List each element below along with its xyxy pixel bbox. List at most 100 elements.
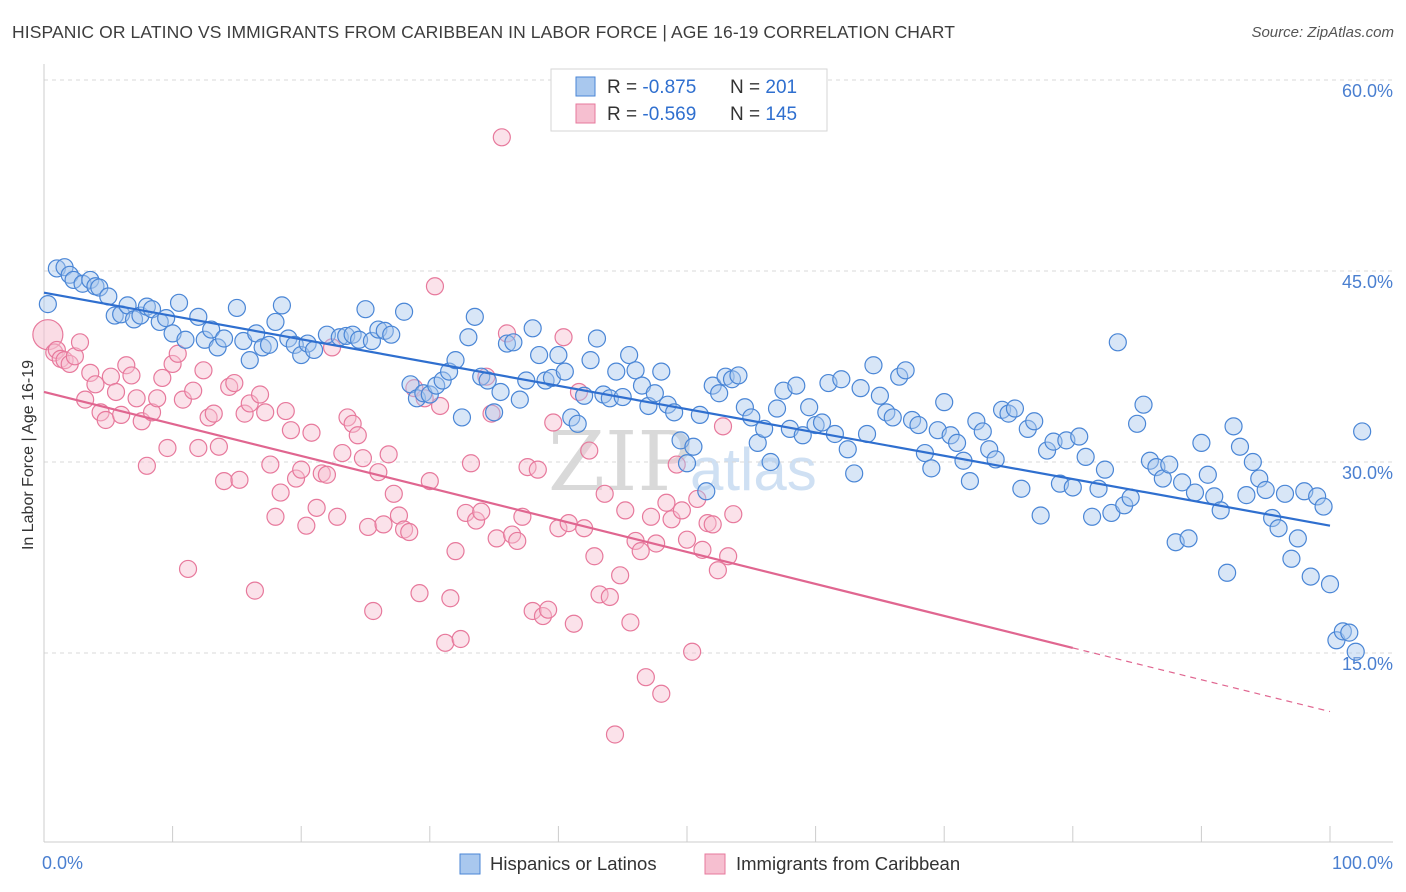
pink-point: [554, 328, 573, 347]
blue-point: [883, 408, 902, 427]
pink-point: [358, 517, 378, 537]
blue-point: [812, 413, 832, 432]
blue-point: [420, 385, 439, 404]
pink-point: [451, 629, 470, 649]
pink-point: [621, 613, 640, 632]
pink-point: [127, 389, 146, 408]
blue-point: [1076, 447, 1095, 467]
pink-point: [369, 463, 388, 482]
pink-point: [441, 589, 460, 608]
pink-point: [585, 547, 604, 566]
legend-bottom-label-blue: Hispanics or Latinos: [490, 853, 657, 874]
blue-point: [202, 320, 221, 339]
pink-point: [343, 414, 362, 433]
trendlines: [43, 291, 1331, 713]
blue-point: [1005, 399, 1025, 418]
blue-point: [208, 338, 227, 357]
pink-point: [374, 515, 393, 534]
y-tick-label-60: 60.0%: [1342, 81, 1393, 101]
pink-point: [379, 445, 398, 464]
y-tick-label-15: 15.0%: [1342, 654, 1393, 674]
blue-point: [555, 362, 574, 381]
pink-point: [389, 506, 409, 525]
legend-r-value-blue: -0.875: [642, 77, 696, 98]
pink-point: [328, 507, 347, 526]
pink-point: [302, 423, 321, 442]
pink-point: [353, 449, 373, 468]
pink-point: [317, 465, 337, 484]
pink-point: [672, 501, 691, 520]
blue-point: [607, 362, 626, 381]
pink-point: [276, 401, 295, 421]
blue-point: [169, 293, 189, 312]
pink-point: [81, 363, 100, 382]
blue-point: [1333, 622, 1352, 641]
pink-point: [137, 456, 156, 475]
blue-point: [1082, 507, 1102, 526]
pink-point: [142, 403, 162, 422]
blue-point: [1108, 333, 1127, 352]
blue-point: [1198, 465, 1217, 484]
pink-point: [348, 426, 367, 445]
pink-point: [641, 507, 661, 526]
pink-point: [487, 529, 506, 548]
blue-point: [1115, 496, 1134, 515]
blue-point: [549, 345, 568, 365]
pink-point: [724, 505, 743, 524]
axes: [43, 64, 1393, 843]
blue-point: [530, 345, 549, 365]
pink-point: [178, 559, 198, 579]
pink-point: [96, 410, 115, 430]
blue-point: [947, 433, 967, 452]
blue-point: [266, 312, 285, 332]
pink-point: [106, 382, 126, 402]
pink-point: [436, 633, 455, 652]
blue-point: [729, 366, 748, 385]
blue-point: [1185, 483, 1205, 502]
blue-point: [1288, 529, 1307, 548]
blue-point: [240, 351, 259, 370]
blue-point: [1160, 455, 1179, 474]
blue-point: [1025, 412, 1044, 431]
pink-point: [364, 601, 383, 621]
trendline-caribbean: [43, 390, 1074, 649]
blue-point: [1308, 487, 1327, 506]
blue-point: [491, 382, 510, 402]
blue-point: [382, 325, 401, 344]
pink-point: [544, 413, 563, 432]
y-axis-label: In Labor Force | Age 16-19: [20, 360, 37, 550]
svg-text:N = 145: N = 145: [730, 104, 797, 125]
pink-point: [677, 530, 697, 549]
source-credit: Source: ZipAtlas.com: [1251, 24, 1394, 41]
x-tick-label-100: 100.0%: [1332, 853, 1393, 873]
svg-text:R = -0.569: R = -0.569: [607, 104, 696, 125]
pink-point: [250, 385, 270, 404]
x-tick-label-0: 0.0%: [42, 853, 83, 873]
blue-point: [1346, 642, 1365, 661]
pink-point: [713, 417, 733, 436]
blue-point: [485, 403, 504, 422]
pink-point: [245, 581, 265, 600]
pink-point: [158, 438, 177, 458]
blue-point: [967, 412, 986, 431]
blue-point: [272, 296, 292, 315]
pink-point: [266, 507, 285, 526]
blue-point: [446, 351, 465, 370]
blue-point: [1127, 414, 1147, 433]
pink-point: [420, 472, 439, 491]
blue-point: [1173, 473, 1192, 492]
legend-bottom-swatch-pink: [704, 853, 726, 875]
pink-point: [281, 421, 301, 440]
legend-top: R = -0.875 N = 201 R = -0.569 N = 145: [550, 68, 828, 132]
blue-point: [259, 335, 279, 354]
pink-point: [235, 404, 254, 423]
pink-point: [703, 515, 722, 534]
chart-title: HISPANIC OR LATINO VS IMMIGRANTS FROM CA…: [12, 22, 956, 42]
legend-n-label-blue: N =: [730, 77, 760, 98]
blue-point: [1218, 563, 1237, 582]
pink-point: [384, 484, 403, 503]
pink-point: [456, 503, 475, 523]
blue-point: [394, 302, 414, 321]
blue-point: [1018, 419, 1037, 438]
pink-point: [461, 454, 481, 473]
